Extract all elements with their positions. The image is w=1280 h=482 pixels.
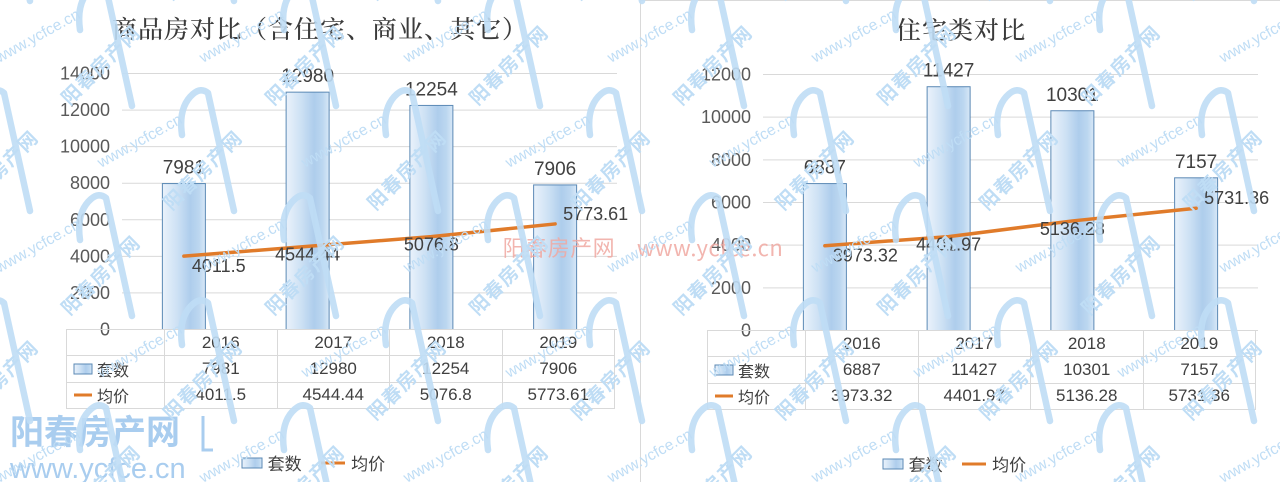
svg-text:12000: 12000 — [701, 65, 751, 85]
svg-text:2000: 2000 — [70, 283, 110, 303]
svg-text:2000: 2000 — [711, 278, 751, 298]
svg-text:5136.28: 5136.28 — [1040, 219, 1105, 239]
svg-text:5773.61: 5773.61 — [563, 204, 628, 224]
svg-text:4000: 4000 — [70, 246, 110, 266]
svg-text:8000: 8000 — [70, 173, 110, 193]
svg-text:10000: 10000 — [60, 137, 110, 157]
svg-text:8000: 8000 — [711, 150, 751, 170]
svg-text:5731.36: 5731.36 — [1204, 188, 1269, 208]
svg-text:6000: 6000 — [70, 210, 110, 230]
svg-text:www.ycfce.cn: www.ycfce.cn — [10, 453, 186, 482]
svg-text:12254: 12254 — [405, 79, 458, 100]
svg-text:12980: 12980 — [281, 66, 334, 87]
svg-text:12000: 12000 — [60, 100, 110, 120]
svg-text:10301: 10301 — [1046, 85, 1099, 106]
svg-text:4544.44: 4544.44 — [275, 244, 340, 264]
svg-text:6000: 6000 — [711, 193, 751, 213]
svg-text:14000: 14000 — [60, 64, 110, 84]
svg-text:3973.32: 3973.32 — [833, 246, 898, 266]
svg-text:4401.97: 4401.97 — [916, 235, 981, 255]
svg-text:阳春房产网: 阳春房产网 — [10, 410, 180, 454]
svg-text:7906: 7906 — [534, 159, 576, 180]
svg-text:7157: 7157 — [1175, 152, 1217, 173]
svg-text:4011.5: 4011.5 — [192, 256, 246, 276]
svg-text:10000: 10000 — [701, 107, 751, 127]
svg-text:5076.8: 5076.8 — [404, 235, 459, 255]
svg-text:6887: 6887 — [804, 158, 846, 179]
svg-text:11427: 11427 — [923, 61, 974, 82]
svg-text:7981: 7981 — [163, 158, 205, 179]
